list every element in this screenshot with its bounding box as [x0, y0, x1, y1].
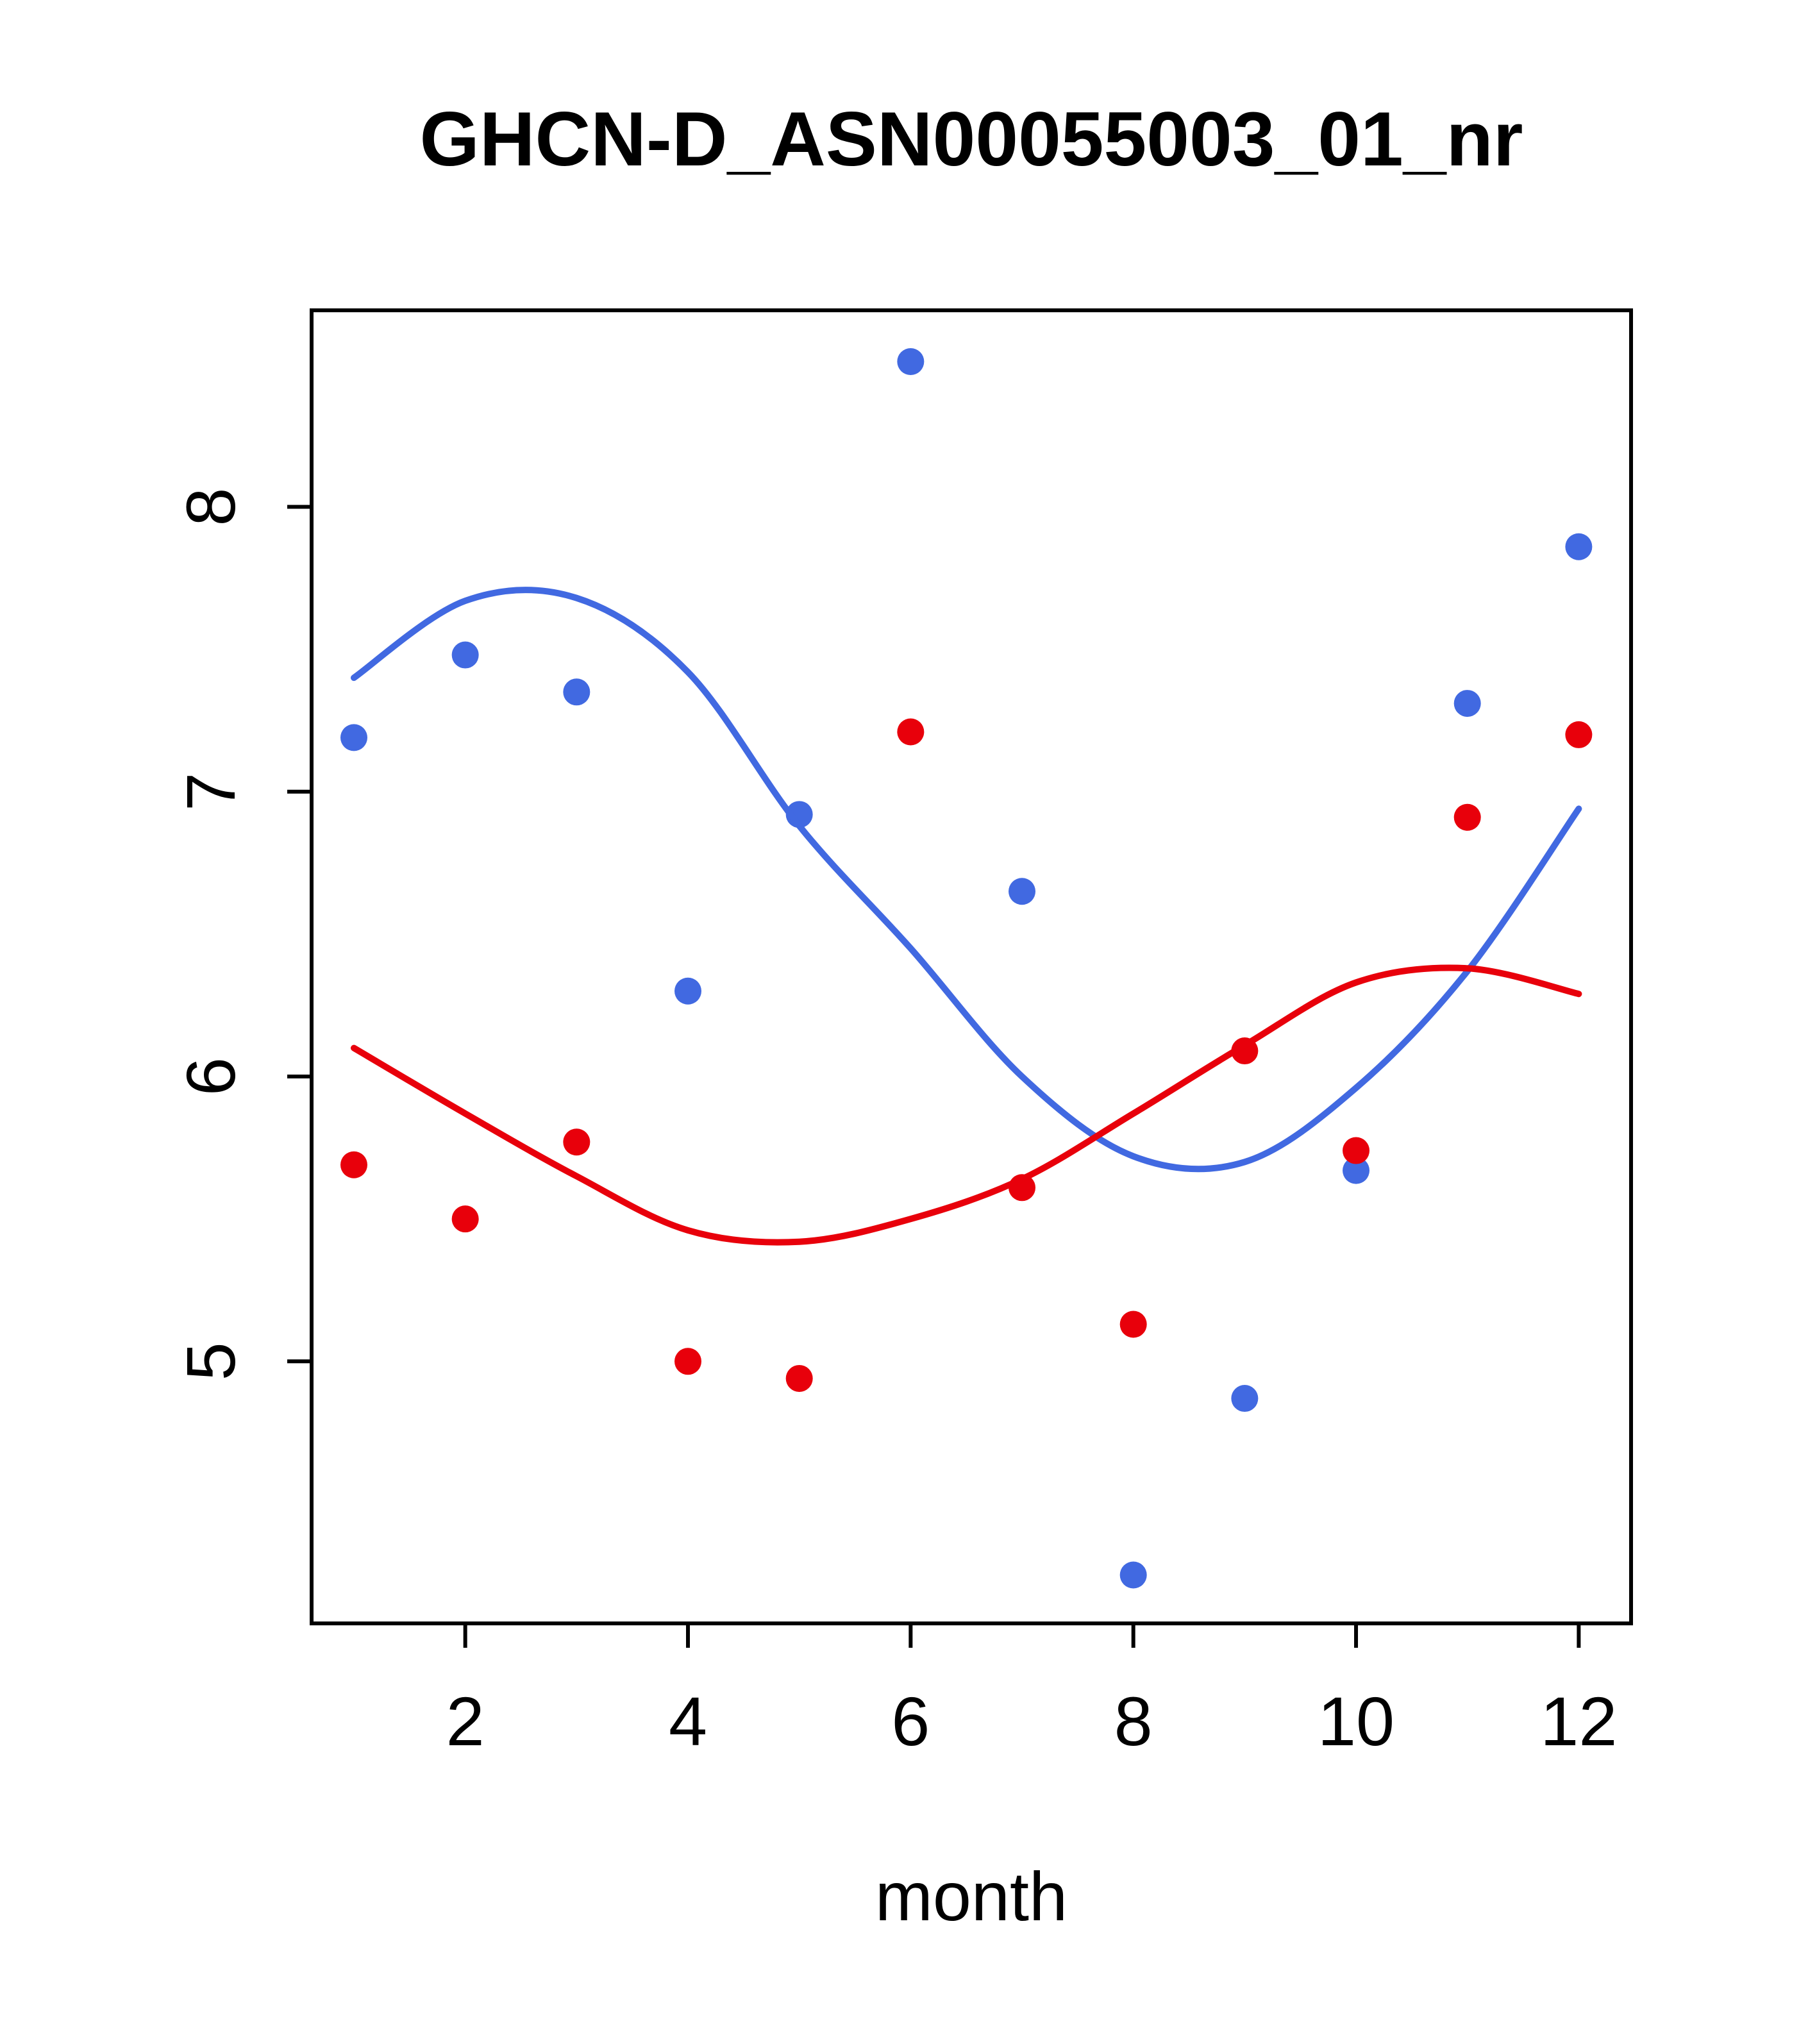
red-point	[674, 1348, 702, 1375]
blue-point	[451, 641, 479, 669]
blue-point	[1009, 878, 1036, 905]
y-tick-label: 8	[172, 487, 249, 526]
blue-point	[1453, 690, 1481, 717]
blue-point	[563, 678, 590, 706]
red-point	[340, 1151, 367, 1178]
red-point	[563, 1128, 590, 1156]
red-smooth-line	[351, 964, 1582, 1246]
blue-point	[1119, 1561, 1147, 1589]
red-point	[1453, 803, 1481, 831]
red-point	[785, 1364, 813, 1392]
red-point	[451, 1205, 479, 1233]
blue-smooth-line	[351, 587, 1582, 1173]
x-tick-label: 12	[1540, 1682, 1617, 1760]
blue-point	[674, 977, 702, 1005]
blue-point	[340, 724, 367, 751]
x-tick-label: 4	[669, 1682, 707, 1760]
blue-point	[1343, 1157, 1370, 1184]
chart-title: GHCN-D_ASN00055003_01_nr	[419, 96, 1523, 182]
red-point	[1565, 721, 1593, 748]
blue-point	[1231, 1385, 1259, 1412]
red-point	[897, 718, 925, 746]
x-tick-label: 8	[1114, 1682, 1153, 1760]
x-tick-label: 10	[1318, 1682, 1394, 1760]
red-point	[1119, 1311, 1147, 1338]
y-tick-label: 5	[172, 1342, 249, 1380]
blue-point	[1565, 533, 1593, 560]
blue-point	[897, 348, 925, 375]
red-point	[1343, 1137, 1370, 1164]
plot-box	[310, 308, 1633, 1625]
x-tick-label: 6	[891, 1682, 930, 1760]
y-tick-label: 6	[172, 1057, 249, 1096]
y-tick-label: 7	[172, 773, 249, 811]
x-axis-label: month	[875, 1857, 1068, 1935]
x-tick-label: 2	[446, 1682, 485, 1760]
